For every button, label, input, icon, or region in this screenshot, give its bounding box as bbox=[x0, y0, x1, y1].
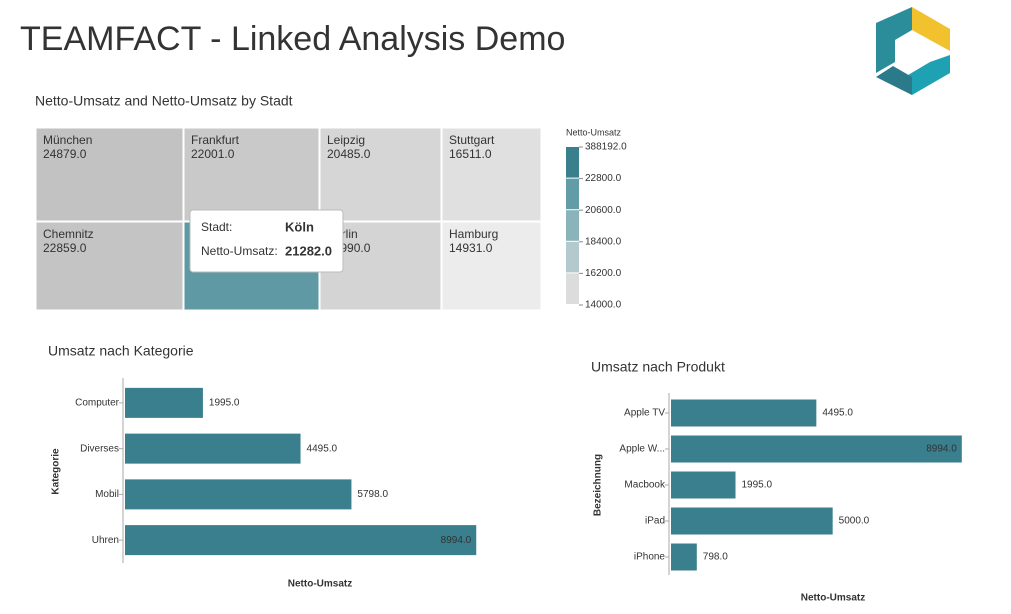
chart-title: Umsatz nach Produkt bbox=[591, 359, 725, 375]
legend-swatch bbox=[566, 210, 579, 241]
value-label: 8994.0 bbox=[441, 535, 472, 546]
cell-label: Stuttgart bbox=[449, 133, 495, 147]
treemap-cell bbox=[441, 221, 542, 311]
tooltip-key: Netto-Umsatz: bbox=[201, 244, 278, 258]
cell-label: Leipzig bbox=[327, 133, 365, 147]
bar bbox=[125, 387, 203, 418]
treemap-cell bbox=[35, 127, 184, 222]
cell-value: 20485.0 bbox=[327, 147, 371, 161]
legend-tick-label: 18400.0 bbox=[585, 236, 622, 247]
bar bbox=[671, 471, 736, 499]
value-label: 5000.0 bbox=[839, 516, 870, 527]
legend-tick-label: 14000.0 bbox=[585, 300, 622, 311]
cell-value: 14931.0 bbox=[449, 241, 493, 255]
legend-swatch bbox=[566, 178, 579, 210]
y-tick-label: Macbook bbox=[624, 480, 666, 491]
cell-label: Chemnitz bbox=[43, 227, 94, 241]
y-tick-label: Diverses bbox=[80, 443, 119, 454]
value-label: 8994.0 bbox=[926, 444, 957, 455]
treemap-cell bbox=[35, 221, 184, 311]
bar bbox=[671, 507, 833, 535]
cell-value: 24879.0 bbox=[43, 147, 87, 161]
cell-value: 22859.0 bbox=[43, 241, 87, 255]
chart-title: Umsatz nach Kategorie bbox=[48, 343, 194, 359]
treemap-cell bbox=[441, 127, 542, 222]
bar bbox=[125, 479, 352, 510]
legend-tick-label: 388192.0 bbox=[585, 142, 627, 153]
value-label: 4495.0 bbox=[822, 408, 853, 419]
cell-value: 16511.0 bbox=[449, 147, 492, 161]
x-axis-label: Netto-Umsatz bbox=[801, 593, 865, 604]
value-label: 1995.0 bbox=[742, 480, 773, 491]
cell-label: Frankfurt bbox=[191, 133, 240, 147]
y-tick-label: Uhren bbox=[92, 535, 119, 546]
legend-tick-label: 16200.0 bbox=[585, 268, 622, 279]
value-label: 5798.0 bbox=[357, 489, 388, 500]
bar bbox=[671, 435, 962, 463]
legend-swatch bbox=[566, 273, 579, 304]
cell-label: Hamburg bbox=[449, 227, 498, 241]
bar bbox=[125, 525, 477, 556]
tooltip: Stadt: Köln Netto-Umsatz: 21282.0 bbox=[189, 209, 344, 273]
legend-swatch bbox=[566, 147, 579, 178]
y-axis-label: Kategorie bbox=[51, 448, 62, 495]
value-label: 1995.0 bbox=[209, 398, 240, 409]
treemap-cell bbox=[319, 127, 442, 222]
cell-value: 22001.0 bbox=[191, 147, 235, 161]
y-tick-label: Mobil bbox=[95, 489, 119, 500]
legend-tick-label: 20600.0 bbox=[585, 205, 622, 216]
treemap-cell bbox=[183, 127, 320, 222]
y-tick-label: iPad bbox=[645, 516, 665, 527]
logo bbox=[876, 7, 950, 95]
legend-swatch bbox=[566, 241, 579, 273]
legend-tick-label: 22800.0 bbox=[585, 173, 622, 184]
y-tick-label: Apple W... bbox=[619, 444, 665, 455]
bar bbox=[671, 543, 697, 571]
y-tick-label: iPhone bbox=[634, 552, 666, 563]
value-label: 4495.0 bbox=[307, 443, 338, 454]
bar bbox=[671, 399, 817, 427]
x-axis-label: Netto-Umsatz bbox=[288, 579, 352, 590]
tooltip-key: Stadt: bbox=[201, 220, 232, 234]
page-title: TEAMFACT - Linked Analysis Demo bbox=[20, 20, 565, 58]
legend-title: Netto-Umsatz bbox=[566, 127, 622, 137]
tooltip-value: Köln bbox=[285, 219, 314, 234]
cell-label: München bbox=[43, 133, 92, 147]
tooltip-value: 21282.0 bbox=[285, 243, 332, 258]
y-tick-label: Apple TV bbox=[624, 408, 665, 419]
y-tick-label: Computer bbox=[75, 398, 120, 409]
bar bbox=[125, 433, 301, 464]
tooltip-box bbox=[189, 209, 344, 273]
chart-title: Netto-Umsatz and Netto-Umsatz by Stadt bbox=[35, 93, 293, 109]
y-axis-label: Bezeichnung bbox=[593, 454, 604, 516]
value-label: 798.0 bbox=[703, 552, 728, 563]
